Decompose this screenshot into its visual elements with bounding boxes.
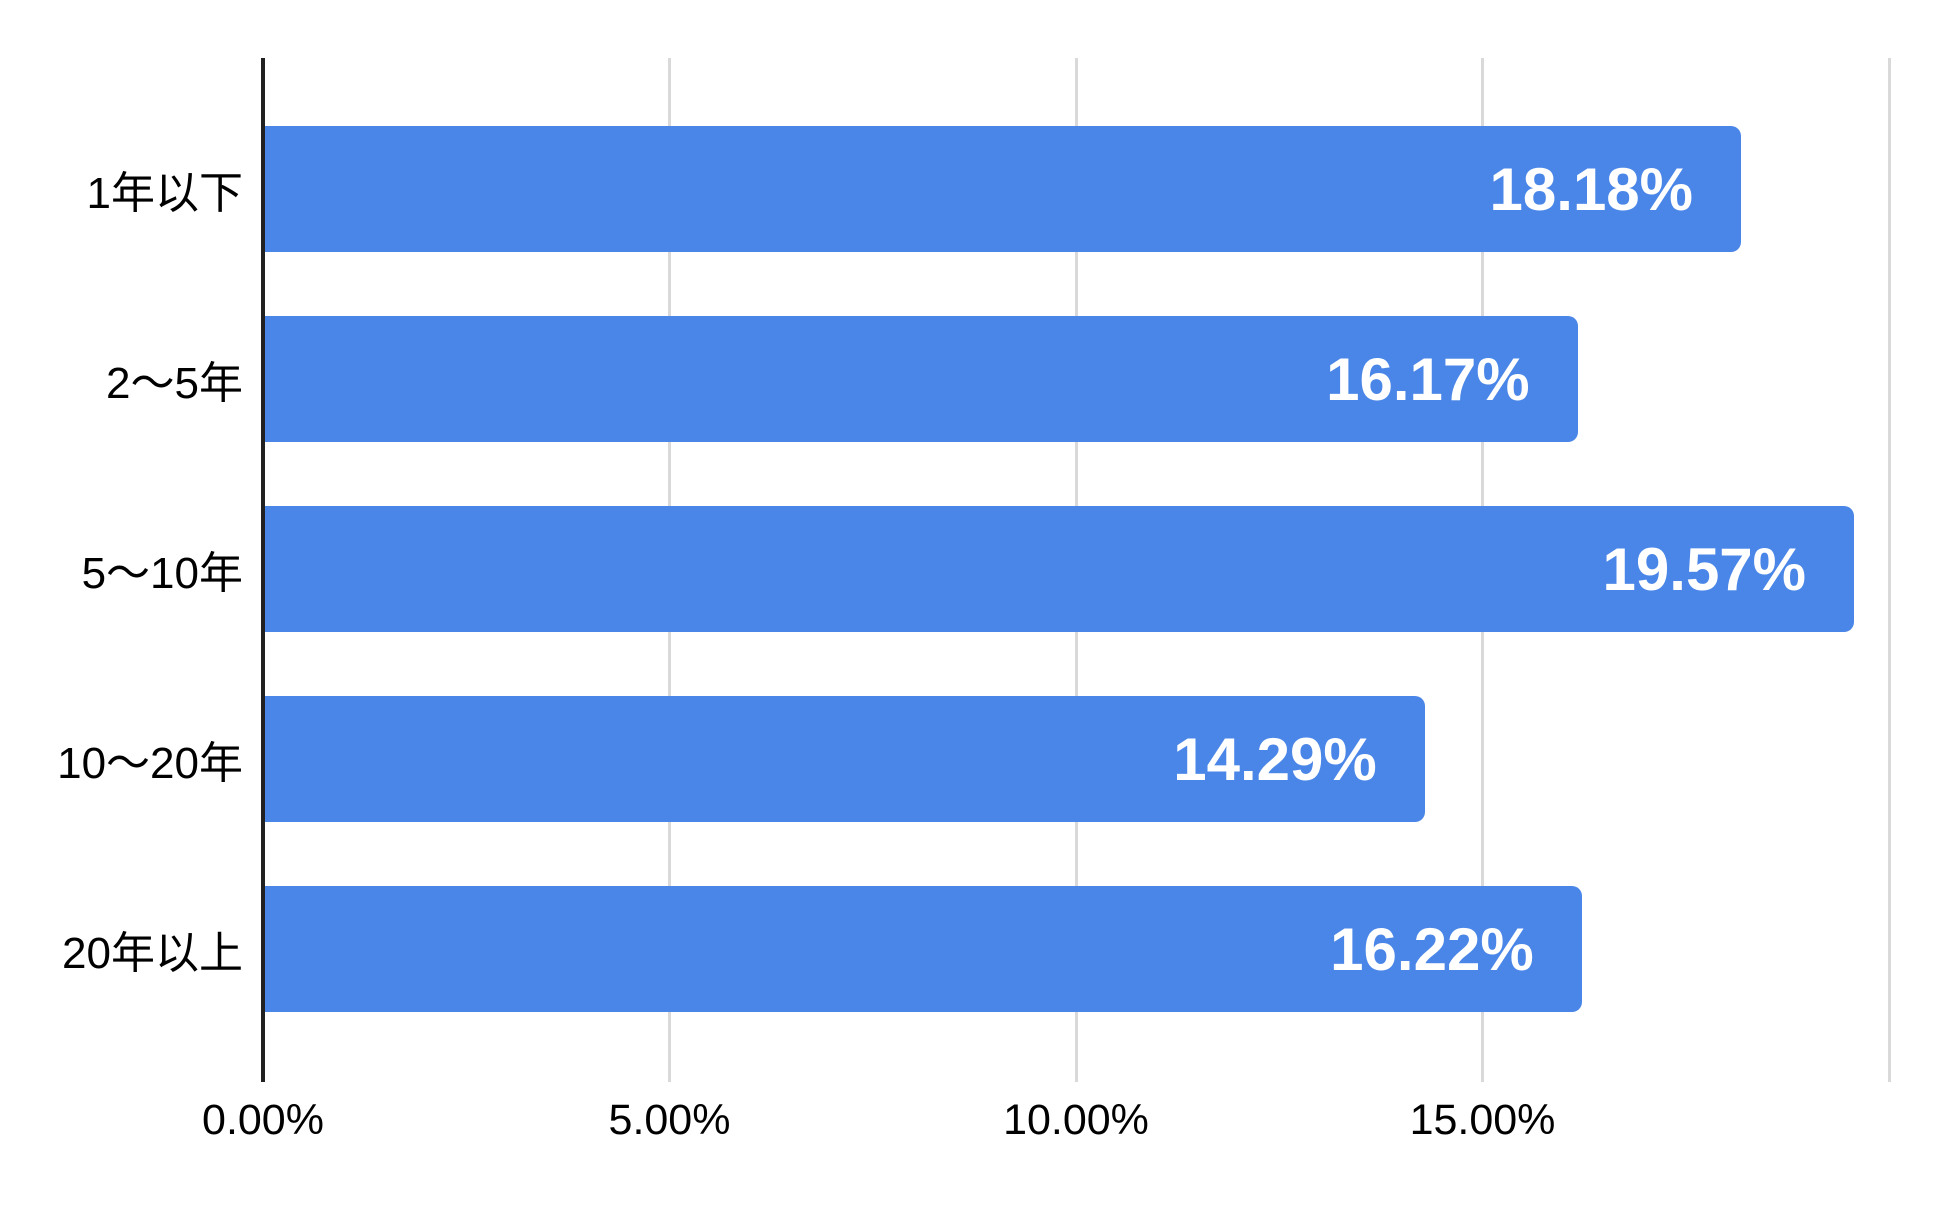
plot-area: 18.18% 16.17% 19.57% 14.29% 16.22%: [261, 58, 1891, 1082]
x-tick-label: 10.00%: [1003, 1096, 1149, 1144]
gridline: [1887, 58, 1891, 1082]
bar-row: 16.22%: [263, 886, 1889, 1012]
category-label: 5〜10年: [81, 549, 243, 598]
bar-value-label: 19.57%: [1602, 535, 1807, 603]
bar-value-label: 18.18%: [1489, 155, 1694, 223]
bar-series: 18.18% 16.17% 19.57% 14.29% 16.22%: [263, 58, 1889, 1082]
x-tick-label: 5.00%: [608, 1096, 731, 1144]
category-label: 1年以下: [86, 169, 243, 218]
bar: 18.18%: [263, 126, 1742, 252]
bar-row: 18.18%: [263, 126, 1889, 252]
category-label: 20年以上: [62, 929, 243, 978]
y-axis-line: [261, 58, 265, 1082]
x-axis-tick-labels: 0.00% 5.00% 10.00% 15.00%: [0, 1096, 1950, 1166]
bar: 14.29%: [263, 696, 1425, 822]
bar-row: 19.57%: [263, 506, 1889, 632]
bar-value-label: 16.17%: [1326, 345, 1530, 413]
bar: 16.22%: [263, 886, 1582, 1012]
bar-value-label: 16.22%: [1330, 915, 1534, 983]
category-label: 10〜20年: [57, 739, 243, 788]
y-axis-category-labels: 1年以下 2〜5年 5〜10年 10〜20年 20年以上: [0, 58, 243, 1082]
bar: 19.57%: [263, 506, 1855, 632]
x-tick-label: 0.00%: [202, 1096, 324, 1144]
bar-row: 14.29%: [263, 696, 1889, 822]
bar: 16.17%: [263, 316, 1578, 442]
bar-row: 16.17%: [263, 316, 1889, 442]
x-tick-label: 15.00%: [1409, 1096, 1556, 1144]
bar-value-label: 14.29%: [1173, 725, 1377, 793]
category-label: 2〜5年: [106, 359, 243, 408]
